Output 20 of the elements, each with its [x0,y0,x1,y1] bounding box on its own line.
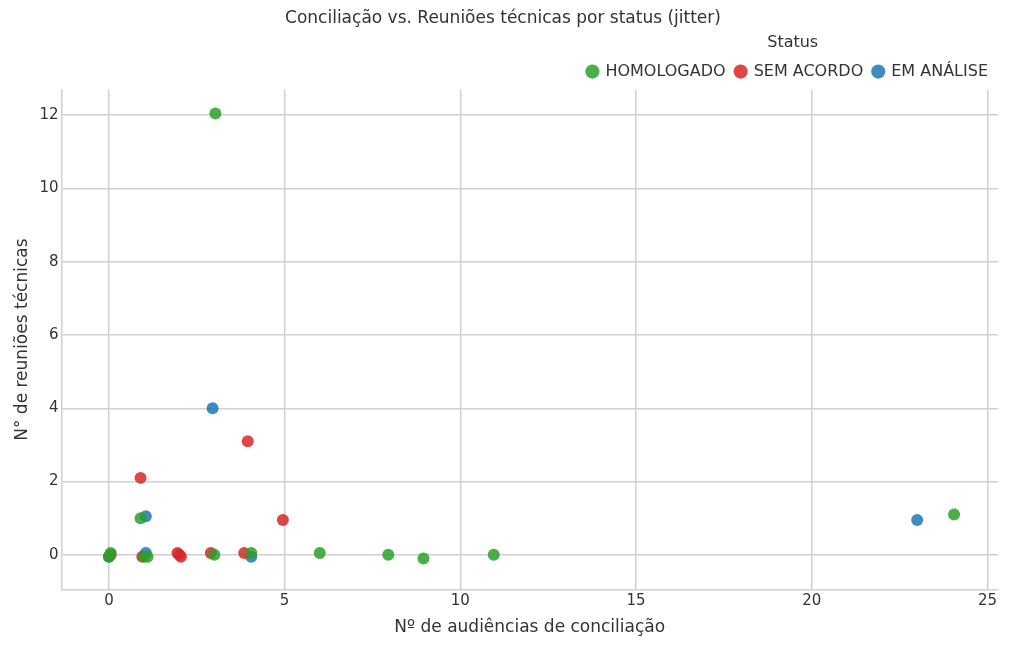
chart-title: Conciliação vs. Reuniões técnicas por status (jitter) [285,6,721,27]
y-tick-label: 10 [39,178,59,197]
x-tick-label: 20 [802,591,822,610]
legend-label: EM ANÁLISE [891,60,989,80]
y-tick-label: 12 [39,105,59,124]
y-tick-label: 6 [48,324,59,343]
y-tick-label: 0 [48,544,59,563]
y-tick-label: 2 [48,471,59,490]
x-axis-title: Nº de audiências de conciliação [394,616,666,637]
legend-title: Status [767,31,819,51]
y-tick-label: 4 [48,398,59,417]
x-tick-label: 25 [977,591,997,610]
x-tick-label: 5 [279,591,290,610]
y-tick-label: 8 [48,251,59,270]
legend-label: SEM ACORDO [753,60,864,80]
x-tick-label: 15 [626,591,646,610]
y-axis-title: N° de reuniões técnicas [10,238,31,441]
legend-label: HOMOLOGADO [605,60,726,80]
x-tick-label: 0 [104,591,114,610]
x-tick-label: 10 [450,591,470,610]
